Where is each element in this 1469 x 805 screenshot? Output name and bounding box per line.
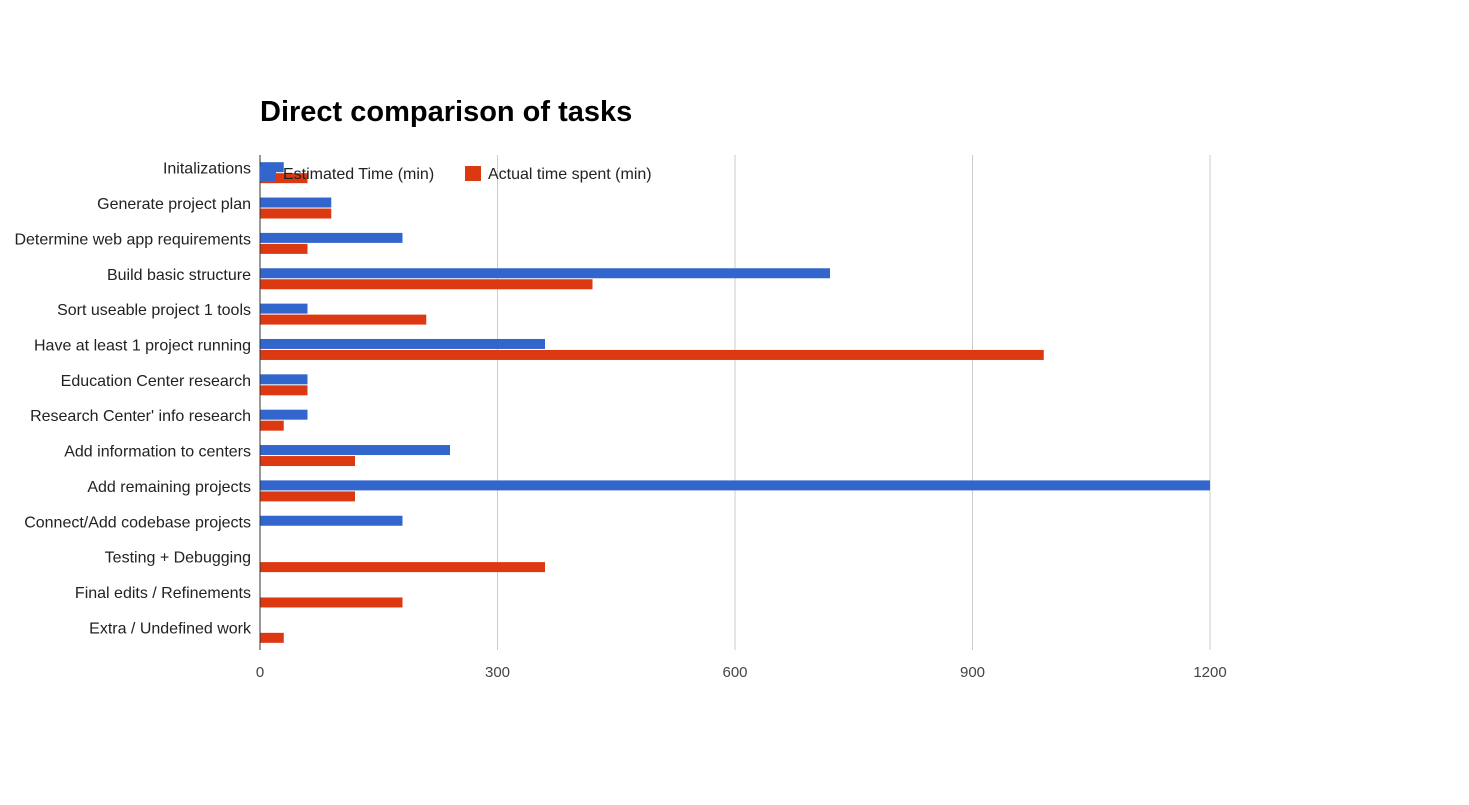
bar-estimated: [260, 197, 332, 208]
x-tick-label: 900: [960, 664, 985, 681]
category-label: Connect/Add codebase projects: [24, 514, 251, 531]
bar-estimated: [260, 268, 830, 279]
bar-estimated: [260, 303, 308, 314]
bar-actual: [260, 243, 308, 254]
category-labels: Initalizations Generate project plan Deter…: [14, 161, 252, 638]
category-label: Initalizations: [163, 161, 251, 178]
bar-actual: [260, 385, 308, 396]
bar-estimated: [260, 338, 545, 349]
category-label: Research Center' info research: [30, 408, 251, 425]
category-label: Testing + Debugging: [105, 550, 251, 567]
bar-estimated: [260, 480, 1210, 491]
bar-actual: [260, 491, 355, 502]
bar-actual: [260, 597, 403, 608]
legend-label: Actual time spent (min): [488, 166, 652, 183]
legend-swatch-estimated: [260, 166, 276, 181]
chart-title: Direct comparison of tasks: [260, 96, 632, 128]
x-tick-label: 300: [485, 664, 510, 681]
category-label: Add information to centers: [64, 444, 251, 461]
x-tick-label: 600: [722, 664, 747, 681]
category-label: Sort useable project 1 tools: [57, 302, 251, 319]
bar-actual: [260, 456, 355, 467]
category-label: Build basic structure: [107, 267, 251, 284]
bar-estimated: [260, 409, 308, 420]
x-axis-ticks: 0 300 600 900 1200: [256, 664, 1227, 681]
x-tick-label: 0: [256, 664, 264, 681]
x-tick-label: 1200: [1193, 664, 1226, 681]
bars: [260, 162, 1210, 643]
category-label: Add remaining projects: [87, 479, 251, 496]
bar-actual: [260, 279, 593, 290]
bar-actual: [260, 349, 1044, 360]
bar-estimated: [260, 445, 450, 456]
bar-actual: [260, 314, 427, 325]
bar-actual: [260, 208, 332, 219]
category-label: Extra / Undefined work: [89, 620, 252, 637]
legend-swatch-actual: [465, 166, 481, 181]
legend: Estimated Time (min) Actual time spent (m…: [260, 166, 652, 183]
bar-estimated: [260, 515, 403, 526]
category-label: Have at least 1 project running: [34, 337, 251, 354]
category-label: Education Center research: [61, 373, 251, 390]
category-label: Generate project plan: [97, 196, 251, 213]
legend-label: Estimated Time (min): [283, 166, 434, 183]
bar-actual: [260, 562, 545, 573]
bar-actual: [260, 420, 284, 431]
category-label: Determine web app requirements: [14, 231, 251, 248]
category-label: Final edits / Refinements: [75, 585, 251, 602]
bar-actual: [260, 632, 284, 643]
gridlines: [497, 155, 1211, 650]
bar-estimated: [260, 232, 403, 243]
bar-estimated: [260, 374, 308, 385]
bar-actual: [260, 173, 308, 184]
